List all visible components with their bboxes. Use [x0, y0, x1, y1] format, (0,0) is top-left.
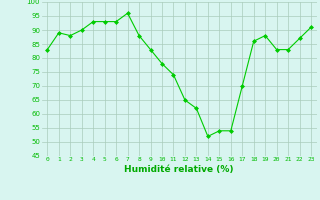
- X-axis label: Humidité relative (%): Humidité relative (%): [124, 165, 234, 174]
